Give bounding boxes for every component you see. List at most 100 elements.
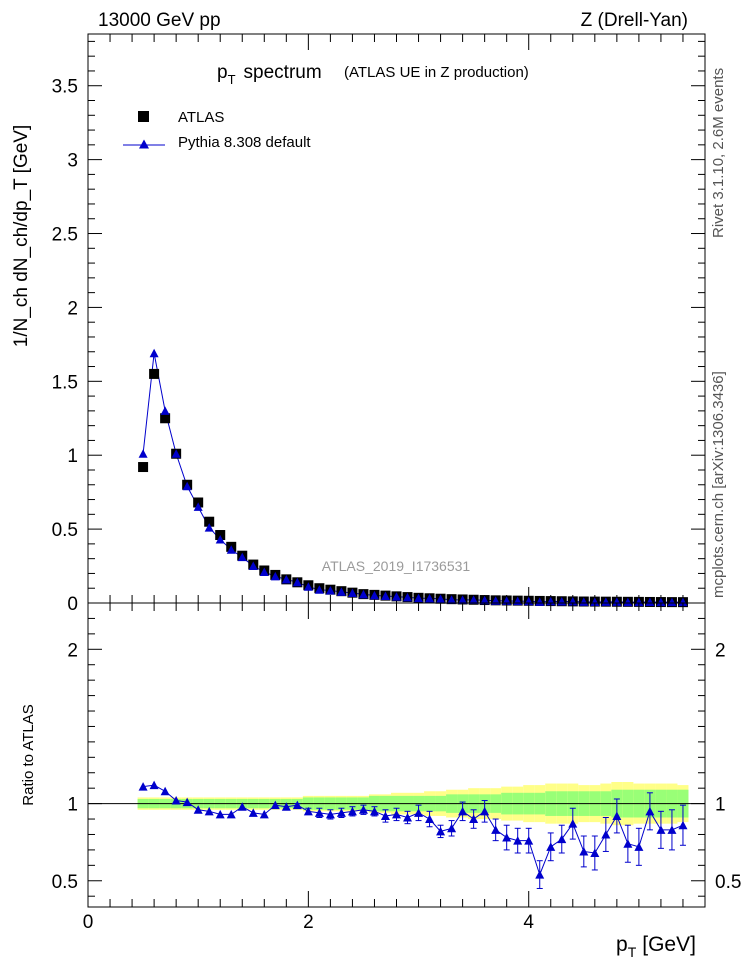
pythia-point (678, 597, 688, 607)
pythia-point (667, 597, 677, 607)
pythia-point (303, 582, 313, 591)
process-label: Z (Drell-Yan) (581, 10, 688, 31)
ratio-point (303, 806, 313, 816)
ratio-point (336, 808, 346, 817)
mcplots-label: mcplots.cern.ch [arXiv:1306.3436] (710, 371, 727, 598)
pythia-point (215, 534, 225, 544)
ratio-point (469, 814, 479, 824)
pythia-point (414, 593, 424, 603)
ratio-point (667, 825, 677, 834)
ratio-point (601, 829, 611, 839)
ratio-ytick-label-right: 0.5 (715, 872, 741, 893)
ratio-point (281, 802, 291, 811)
ratio-point (579, 846, 589, 856)
legend-atlas-label: ATLAS (178, 109, 224, 126)
xlabel-p: p (616, 933, 628, 956)
ratio-point (502, 833, 512, 842)
ratio-ytick-label-right: 2 (715, 640, 726, 661)
pythia-point (226, 545, 236, 554)
ratio-point (678, 820, 688, 830)
main-ytick-label: 1.5 (52, 372, 78, 393)
pythia-point (579, 597, 589, 606)
ratio-frame (87, 602, 706, 908)
ratio-point (380, 811, 390, 820)
ratio-point (292, 800, 302, 810)
pythia-point (182, 481, 192, 491)
ratio-point (237, 802, 247, 811)
pythia-point (590, 597, 600, 606)
pythia-point (425, 593, 435, 603)
ratio-point (458, 806, 468, 816)
ratio-point (358, 805, 368, 814)
pythia-point (325, 585, 335, 595)
x-axis-label: pT [GeV] (616, 933, 696, 960)
ratio-point (403, 812, 413, 822)
ratio-point (215, 809, 225, 819)
pythia-point (480, 595, 490, 605)
main-panel: 0 0.5 1 1.5 2 2.5 3 3.5 (52, 33, 706, 615)
pythia-point (601, 597, 611, 606)
title-note: (ATLAS UE in Z production) (344, 64, 529, 81)
ratio-point (623, 839, 633, 848)
ratio-point (612, 811, 622, 820)
pythia-point (403, 592, 413, 602)
main-ytick-label: 2 (67, 298, 78, 319)
pythia-point (436, 594, 446, 603)
ratio-point (270, 800, 280, 810)
pythia-point (535, 597, 545, 606)
energy-label: 13000 GeV pp (98, 10, 221, 31)
main-ytick-label: 1 (67, 446, 78, 467)
ratio-point (226, 809, 236, 819)
pythia-point (469, 595, 479, 604)
xlabel-rest: [GeV] (642, 933, 696, 956)
ratio-point (491, 825, 501, 834)
main-ytick-label: 3.5 (52, 77, 78, 98)
ratio-point (193, 805, 203, 814)
pythia-point (458, 595, 468, 604)
pythia-point (645, 597, 655, 606)
ratio-point (425, 814, 435, 824)
ratio-point (480, 806, 490, 816)
ratio-point (436, 826, 446, 836)
pythia-point (392, 592, 401, 601)
pythia-point (369, 590, 379, 600)
xtick-label: 4 (523, 912, 534, 933)
ratio-point (369, 806, 379, 816)
pythia-point (347, 588, 357, 597)
ratio-point (414, 808, 424, 817)
ratio-point (149, 780, 159, 790)
atlas-point (204, 516, 215, 527)
pythia-point (248, 561, 258, 571)
main-ytick-label: 0.5 (52, 520, 78, 541)
ratio-point (513, 836, 523, 845)
ratio-point (568, 819, 578, 828)
ratio-point (634, 842, 644, 851)
main-ytick-label: 0 (67, 594, 78, 615)
pythia-point (149, 348, 159, 358)
pythia-point (259, 567, 269, 576)
pythia-point (237, 552, 247, 562)
ratio-point (590, 848, 600, 857)
xtick-label: 0 (83, 912, 94, 933)
pythia-point (612, 597, 622, 606)
ratio-point (645, 806, 655, 816)
ratio-ylabel: Ratio to ATLAS (20, 704, 37, 805)
legend-pythia-label: Pythia 8.308 default (178, 134, 311, 151)
ratio-point (259, 809, 269, 819)
ratio-point (535, 870, 545, 879)
ratio-panel: 0 2 4 0.5 0.5 1 1 2 2 (52, 602, 741, 933)
ratio-point (314, 808, 324, 817)
pythia-point (314, 585, 324, 594)
pythia-point (138, 449, 148, 458)
main-ylabel: 1/N_ch dN_ch/dp_T [GeV] (11, 125, 32, 348)
pythia-point (336, 587, 346, 596)
title-sub: T (228, 72, 236, 87)
ratio-ytick-label: 1 (67, 795, 78, 816)
pythia-point (270, 571, 280, 581)
atlas-point (149, 368, 160, 379)
pythia-point (204, 523, 214, 532)
atlas-point (138, 462, 149, 473)
pythia-point (281, 574, 291, 584)
